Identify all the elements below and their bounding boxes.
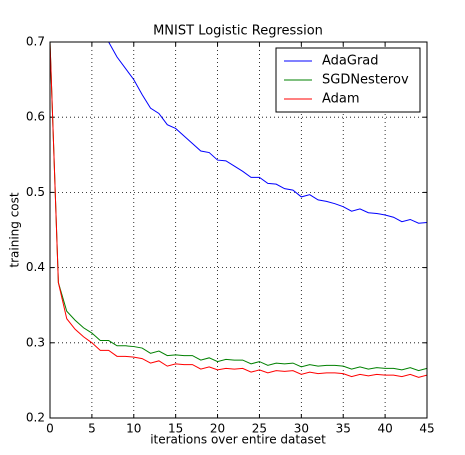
y-axis-label: training cost bbox=[8, 192, 22, 267]
x-tick-label: 30 bbox=[294, 422, 309, 436]
series-line bbox=[50, 42, 427, 378]
x-tick-label: 10 bbox=[126, 422, 141, 436]
series-line bbox=[108, 42, 427, 224]
plot-frame bbox=[49, 41, 428, 419]
x-tick-label: 25 bbox=[252, 422, 267, 436]
plot-lines bbox=[50, 42, 427, 378]
y-tick-label: 0.6 bbox=[26, 110, 45, 124]
legend-label: Adam bbox=[322, 92, 360, 107]
x-tick-label: 15 bbox=[168, 422, 183, 436]
x-tick-label: 20 bbox=[210, 422, 225, 436]
x-tick-label: 0 bbox=[46, 422, 54, 436]
x-tick-label: 35 bbox=[336, 422, 351, 436]
y-tick-label: 0.4 bbox=[26, 260, 45, 274]
y-tick-label: 0.2 bbox=[26, 411, 45, 425]
legend-label: SGDNesterov bbox=[322, 73, 409, 88]
x-tick-label: 45 bbox=[419, 422, 434, 436]
y-tick-label: 0.5 bbox=[26, 185, 45, 199]
y-tick-label: 0.7 bbox=[26, 35, 45, 49]
series-line bbox=[50, 42, 427, 372]
chart-title: MNIST Logistic Regression bbox=[153, 24, 323, 39]
x-tick-label: 5 bbox=[88, 422, 96, 436]
y-tick-label: 0.3 bbox=[26, 335, 45, 349]
x-axis-label: iterations over entire dataset bbox=[150, 433, 326, 447]
x-tick-label: 40 bbox=[377, 422, 392, 436]
legend-label: AdaGrad bbox=[322, 54, 379, 69]
